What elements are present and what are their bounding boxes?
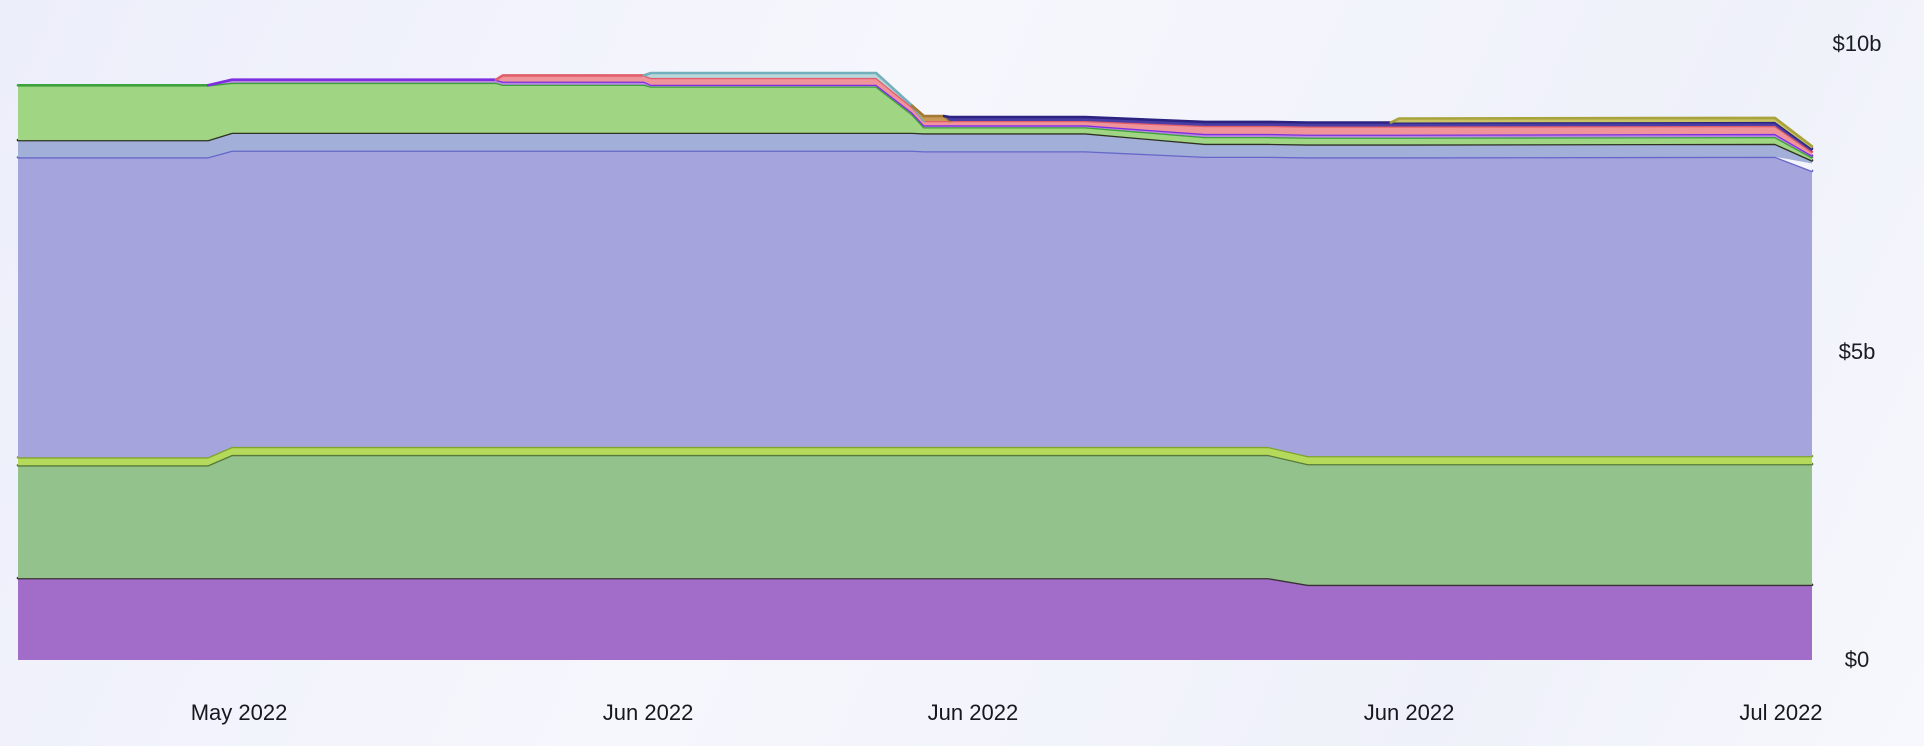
series-pink-band-area[interactable] (18, 75, 1812, 156)
x-tick-label: Jun 2022 (1363, 700, 1455, 725)
series-steel-blue-band-area[interactable] (18, 132, 1812, 164)
series-purple-bottom-area[interactable] (18, 578, 1812, 660)
series-green-upper-area[interactable] (18, 82, 1812, 161)
series-chartreuse-sliver-area[interactable] (18, 446, 1812, 466)
x-tick-label: Jun 2022 (927, 700, 1019, 725)
y-tick-label: $0 (1844, 647, 1870, 672)
x-tick-label: Jul 2022 (1739, 700, 1823, 725)
x-tick-label: May 2022 (190, 700, 288, 725)
series-gold-blip-edge (910, 104, 952, 123)
series-yellow-top-edge (1389, 116, 1814, 148)
x-tick-label: Jun 2022 (602, 700, 694, 725)
y-tick-label: $5b (1838, 339, 1876, 364)
series-lavender-main-area[interactable] (18, 150, 1812, 458)
series-green-lower-area[interactable] (18, 454, 1812, 585)
y-tick-label: $10b (1832, 31, 1882, 56)
